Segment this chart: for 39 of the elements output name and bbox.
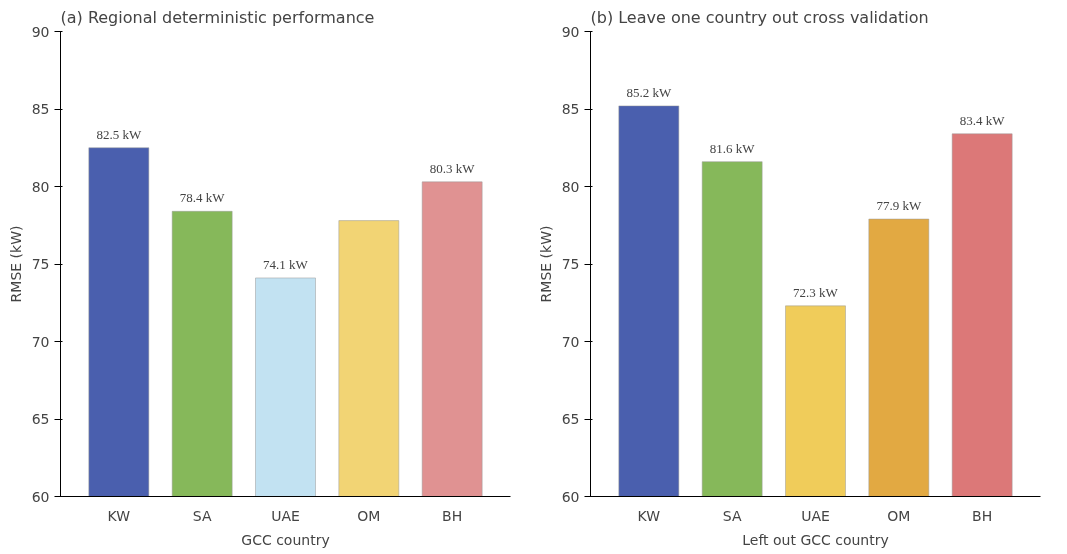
y-tick-label: 75 (561, 256, 580, 272)
y-tick-label: 85 (561, 101, 580, 117)
x-tick-label: SA (192, 507, 212, 524)
chart-title: (b) Leave one country out cross validation (590, 7, 929, 27)
y-tick-label: 75 (31, 256, 50, 272)
x-tick-label: OM (357, 507, 381, 524)
y-tick-label: 85 (31, 101, 50, 117)
y-tick-label: 70 (31, 333, 50, 350)
y-tick-label: 90 (31, 23, 50, 40)
y-tick-label: 80 (31, 178, 50, 195)
chart-title: (a) Regional deterministic performance (60, 7, 375, 27)
x-tick-label: BH (442, 507, 463, 524)
data-label: 85.2 kW (626, 84, 672, 100)
x-axis-title: GCC country (241, 531, 330, 548)
y-axis-title: RMSE (kW) (7, 225, 24, 303)
x-tick-label: KW (637, 507, 661, 524)
y-tick-label: 90 (561, 23, 580, 40)
data-label: 74.1 kW (263, 256, 309, 272)
data-label: 78.4 kW (179, 190, 226, 206)
data-label: 80.3 kW (429, 160, 476, 176)
data-label: 81.6 kW (709, 140, 756, 156)
y-axis-title: RMSE (kW) (537, 225, 554, 303)
y-tick-label: 60 (31, 488, 50, 505)
y-tick-label: 60 (561, 488, 580, 505)
y-tick-label: 65 (561, 411, 580, 427)
x-tick-label: SA (722, 507, 742, 524)
x-tick-label: KW (107, 507, 131, 524)
x-tick-label: UAE (271, 507, 300, 524)
x-tick-label: UAE (801, 507, 830, 524)
data-label: 77.9 kW (876, 198, 922, 214)
y-tick-label: 65 (31, 411, 50, 427)
data-label: 82.5 kW (96, 126, 142, 142)
data-label: 72.3 kW (793, 284, 839, 300)
x-tick-label: BH (972, 507, 993, 524)
x-tick-label: OM (887, 507, 911, 524)
y-tick-label: 70 (561, 333, 580, 350)
x-axis-title: Left out GCC country (742, 531, 889, 548)
data-label: 83.4 kW (959, 112, 1006, 128)
y-tick-label: 80 (561, 178, 580, 195)
